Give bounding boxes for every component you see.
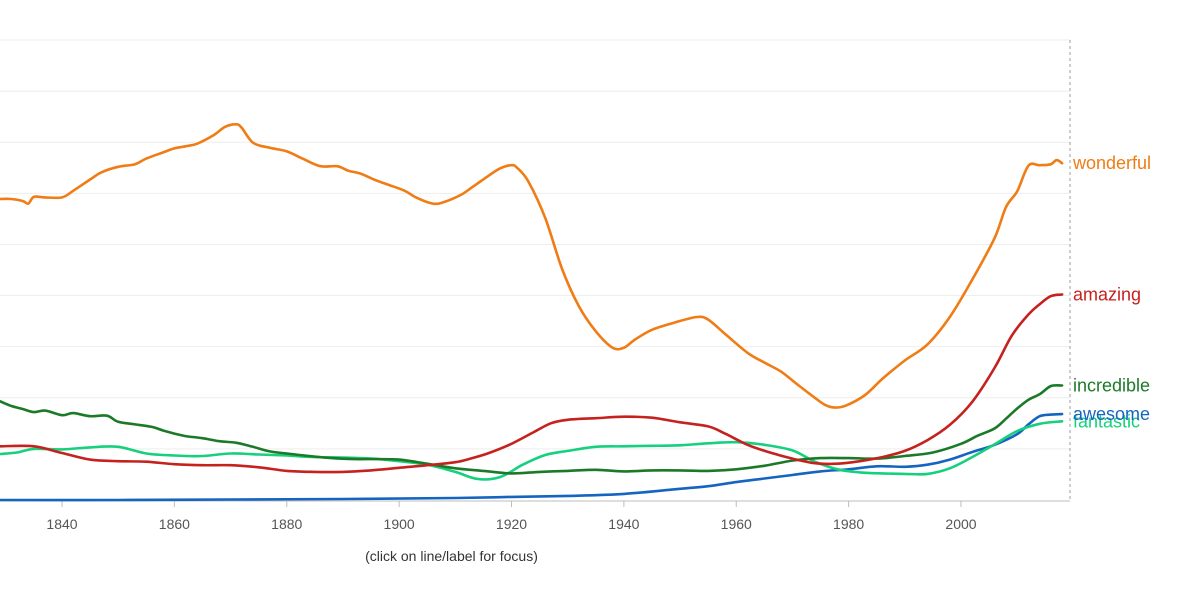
series-line-awesome[interactable] (0, 412, 1064, 502)
x-tick-label: 1960 (721, 516, 752, 532)
series-label-incredible[interactable]: incredible (1073, 376, 1150, 396)
focus-hint: (click on line/label for focus) (365, 548, 538, 564)
series-label-wonderful[interactable]: wonderful (1072, 153, 1151, 173)
x-tick-label: 2000 (945, 516, 976, 532)
series-line-incredible[interactable] (0, 383, 1064, 475)
x-tick-label: 1940 (608, 516, 639, 532)
series-line-amazing[interactable] (0, 293, 1064, 474)
x-tick-label: 1840 (46, 516, 77, 532)
series-label-fantastic[interactable]: fantastic (1073, 411, 1140, 431)
series-label-awesome[interactable]: awesome (1073, 404, 1150, 424)
series-label-amazing[interactable]: amazing (1073, 285, 1141, 305)
grid-lines (0, 39, 1070, 450)
x-tick-label: 1920 (496, 516, 527, 532)
x-tick-label: 1860 (159, 516, 190, 532)
x-tick-label: 1880 (271, 516, 302, 532)
series-line-fantastic[interactable] (0, 420, 1064, 481)
series-lines[interactable] (0, 122, 1064, 502)
x-tick-label: 1900 (384, 516, 415, 532)
series-line-wonderful[interactable] (0, 122, 1064, 409)
x-tick-label: 1980 (833, 516, 864, 532)
series-labels[interactable]: wonderful amazing incredible fantasticaweso… (1072, 153, 1151, 431)
x-axis-ticks: 1840 1860 1880 1900 1920 1940 1960 1980 2000 (46, 501, 977, 532)
